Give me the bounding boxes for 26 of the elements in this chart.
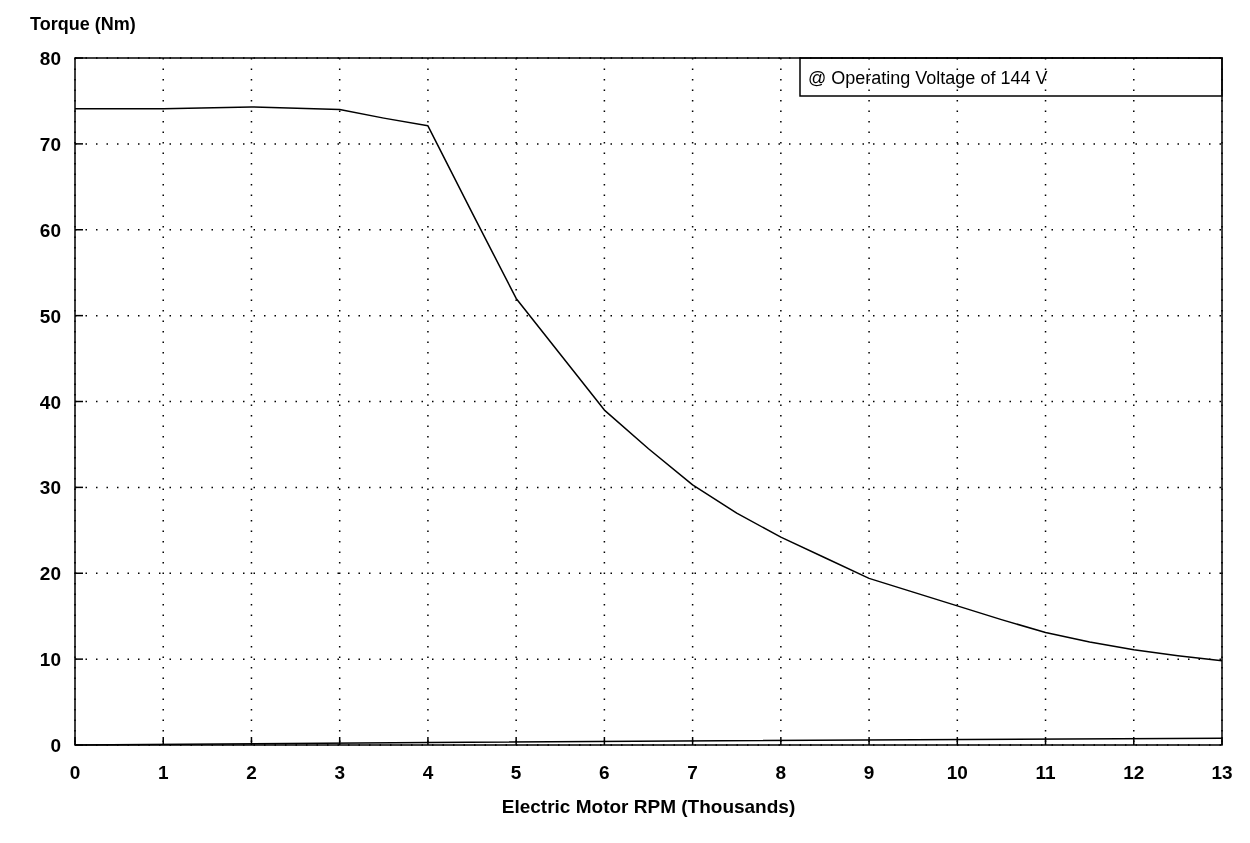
x-tick-label: 11 xyxy=(1035,762,1057,783)
x-tick-label: 5 xyxy=(510,762,522,783)
y-tick-label: 20 xyxy=(39,563,61,585)
y-tick-label: 10 xyxy=(39,649,61,671)
x-tick-label: 13 xyxy=(1211,762,1233,783)
y-tick-label: 80 xyxy=(39,48,61,69)
annotation: @ Operating Voltage of 144 V xyxy=(808,68,1048,88)
y-axis-title: Torque (Nm) xyxy=(30,14,136,34)
x-tick-label: 8 xyxy=(775,762,787,783)
x-tick-label: 3 xyxy=(334,762,345,783)
x-tick-label: 1 xyxy=(157,762,169,783)
x-tick-label: 4 xyxy=(422,762,434,783)
x-tick-label: 6 xyxy=(599,762,610,783)
y-tick-label: 70 xyxy=(39,133,61,155)
x-tick-label: 0 xyxy=(69,762,81,783)
y-tick-label: 60 xyxy=(39,219,61,241)
x-axis-title: Electric Motor RPM (Thousands) xyxy=(501,796,796,817)
y-tick-label: 0 xyxy=(50,735,61,756)
x-tick-label: 12 xyxy=(1123,762,1145,783)
y-tick-label: 40 xyxy=(39,391,61,413)
x-tick-label: 7 xyxy=(687,762,698,783)
x-tick-label: 2 xyxy=(246,762,257,783)
x-tick-label: 10 xyxy=(946,762,968,783)
x-tick-label: 9 xyxy=(863,762,875,783)
y-tick-label: 50 xyxy=(39,305,61,327)
y-tick-label: 30 xyxy=(39,477,61,499)
